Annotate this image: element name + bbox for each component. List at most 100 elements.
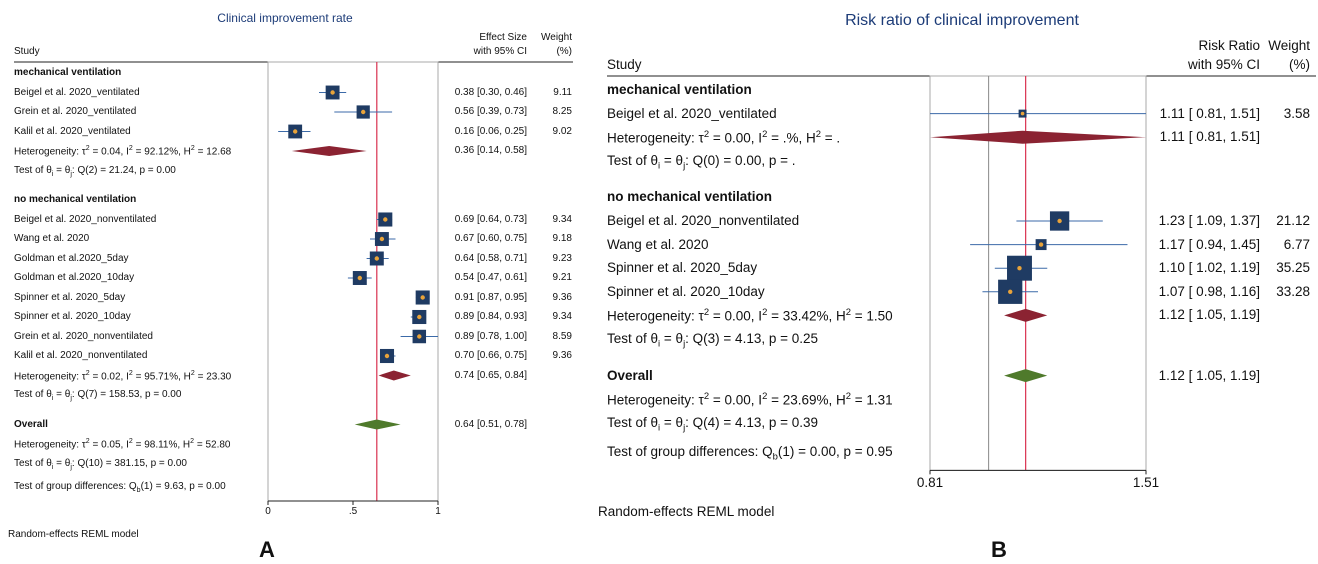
group-heterogeneity: Heterogeneity: τ2 = 0.02, I2 = 95.71%, H…: [14, 369, 232, 382]
overall-ci: 1.12 [ 1.05, 1.19]: [1158, 367, 1260, 383]
study-weight: 9.34: [552, 213, 572, 225]
model-note: Random-effects REML model: [8, 529, 139, 540]
effect-header: Risk Ratio: [1198, 38, 1260, 53]
study-ci: 0.56 [0.39, 0.73]: [454, 106, 527, 117]
study-name: Spinner et al. 2020_5day: [607, 260, 758, 276]
study-weight: 9.36: [552, 291, 572, 303]
study-weight: 9.21: [552, 272, 572, 283]
study-point: [417, 334, 422, 339]
x-tick-label: 0.81: [916, 475, 944, 491]
study-name: Spinner et al. 2020_10day: [14, 311, 131, 322]
study-weight: 21.12: [1276, 213, 1310, 228]
study-ci: 0.89 [0.78, 1.00]: [454, 330, 527, 342]
group-heterogeneity: Heterogeneity: τ2 = 0.04, I2 = 92.12%, H…: [14, 145, 232, 158]
study-point: [1008, 289, 1013, 294]
group-label: no mechanical ventilation: [607, 189, 773, 205]
study-weight: 9.34: [552, 311, 572, 322]
study-point: [1038, 242, 1044, 247]
group-pooled-ci: 0.36 [0.14, 0.58]: [454, 145, 527, 156]
overall-diamond: [354, 419, 401, 430]
model-note: Random-effects REML model: [598, 504, 775, 520]
overall-heterogeneity: Heterogeneity: τ2 = 0.00, I2 = 23.69%, H…: [607, 391, 893, 408]
overall-diamond: [1004, 369, 1048, 383]
study-point: [379, 236, 385, 242]
study-ci: 1.10 [ 1.02, 1.19]: [1158, 260, 1260, 276]
study-name: Beigel et al. 2020_nonventilated: [607, 213, 800, 228]
group-differences-test: Test of group differences: Qb(1) = 9.63,…: [14, 481, 226, 494]
study-name: Beigel et al. 2020_nonventilated: [14, 213, 157, 225]
study-name: Grein et al. 2020_ventilated: [14, 106, 137, 117]
study-weight: 35.25: [1276, 260, 1310, 276]
study-point: [417, 314, 422, 320]
weight-header: Weight: [1268, 38, 1310, 53]
panel-label-b: B: [991, 537, 1007, 562]
group-pooled-ci: 1.11 [ 0.81, 1.51]: [1159, 129, 1260, 145]
study-weight: 9.36: [552, 350, 572, 361]
study-name: Wang et al. 2020: [607, 236, 709, 252]
group-heterogeneity: Heterogeneity: τ2 = 0.00, I2 = .%, H2 = …: [607, 129, 841, 146]
study-header: Study: [607, 57, 642, 72]
study-weight: 3.58: [1283, 105, 1310, 121]
study-ci: 0.16 [0.06, 0.25]: [454, 125, 527, 137]
study-ci: 0.91 [0.87, 0.95]: [454, 291, 527, 303]
x-tick-label: .5: [348, 506, 358, 517]
group-pooled-ci: 1.12 [ 1.05, 1.19]: [1158, 307, 1260, 323]
study-point: [361, 109, 366, 115]
study-weight: 8.59: [552, 330, 572, 342]
study-name: Grein et al. 2020_nonventilated: [14, 330, 153, 342]
study-weight: 8.25: [552, 106, 572, 117]
study-ci: 0.67 [0.60, 0.75]: [454, 233, 527, 244]
group-label: mechanical ventilation: [607, 82, 752, 97]
study-ci: 0.69 [0.64, 0.73]: [454, 213, 527, 225]
x-tick-label: 1: [435, 506, 441, 517]
group-pooled-ci: 0.74 [0.65, 0.84]: [454, 369, 527, 381]
overall-label: Overall: [607, 367, 653, 383]
effect-header-sub: with 95% CI: [1187, 57, 1260, 72]
group-test: Test of θi = θj: Q(7) = 158.53, p = 0.00: [14, 389, 182, 402]
study-ci: 0.64 [0.58, 0.71]: [454, 252, 527, 264]
study-name: Spinner et al. 2020_10day: [607, 283, 765, 299]
study-weight: 9.23: [552, 252, 572, 264]
study-point: [357, 275, 362, 281]
group-diamond: [378, 370, 411, 381]
study-ci: 1.17 [ 0.94, 1.45]: [1158, 236, 1260, 252]
x-tick-label: 0: [265, 506, 271, 517]
weight-header-sub: (%): [1289, 57, 1310, 72]
group-diamond: [1004, 308, 1048, 322]
study-point: [420, 295, 425, 300]
study-name: Wang et al. 2020: [14, 233, 90, 244]
study-point: [330, 90, 335, 95]
study-point: [383, 217, 388, 222]
overall-ci: 0.64 [0.51, 0.78]: [454, 418, 527, 430]
study-name: Goldman et al.2020_10day: [14, 272, 135, 283]
study-weight: 9.18: [552, 233, 572, 244]
study-weight: 9.11: [553, 86, 572, 98]
effect-header-sub: with 95% CI: [473, 46, 527, 57]
study-point: [384, 353, 390, 359]
weight-header: Weight: [541, 32, 572, 43]
study-weight: 6.77: [1283, 236, 1310, 252]
weight-header-sub: (%): [556, 46, 572, 57]
study-point: [1017, 266, 1022, 271]
x-tick-label: 1.51: [1132, 475, 1160, 491]
group-label: mechanical ventilation: [14, 67, 122, 78]
group-test: Test of θi = θj: Q(2) = 21.24, p = 0.00: [14, 164, 176, 178]
study-point: [293, 129, 298, 134]
overall-heterogeneity: Heterogeneity: τ2 = 0.05, I2 = 98.11%, H…: [14, 438, 231, 451]
group-label: no mechanical ventilation: [14, 194, 137, 205]
study-ci: 1.23 [ 1.09, 1.37]: [1158, 213, 1260, 228]
group-diamond: [291, 146, 367, 156]
chart-title: Risk ratio of clinical improvement: [845, 12, 1079, 29]
panel-label-a: A: [259, 537, 275, 562]
study-name: Beigel et al. 2020_ventilated: [14, 86, 140, 98]
study-point: [1057, 218, 1062, 224]
overall-test: Test of θi = θj: Q(4) = 4.13, p = 0.39: [607, 414, 819, 434]
study-ci: 1.07 [ 0.98, 1.16]: [1158, 283, 1260, 299]
overall-test: Test of θi = θj: Q(10) = 381.15, p = 0.0…: [14, 457, 187, 471]
study-ci: 0.89 [0.84, 0.93]: [454, 311, 527, 322]
study-point: [374, 256, 379, 261]
study-name: Spinner et al. 2020_5day: [14, 291, 126, 303]
group-test: Test of θi = θj: Q(3) = 4.13, p = 0.25: [607, 331, 819, 350]
study-ci: 0.38 [0.30, 0.46]: [454, 86, 527, 98]
